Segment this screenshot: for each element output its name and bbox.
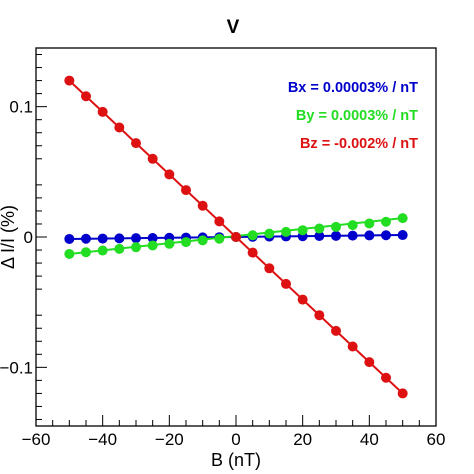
data-point [97,106,108,117]
data-point [247,230,258,241]
data-point [397,388,408,399]
data-point [314,231,325,242]
data-point [281,278,291,289]
axis-ticks [35,54,437,426]
data-point [81,91,91,102]
data-point [381,216,391,227]
data-point [347,230,358,241]
data-point [164,238,175,249]
data-point [147,232,158,243]
data-point [247,247,258,258]
x-tick-label: 0 [231,430,240,449]
data-point [97,233,108,244]
x-tick-label: 20 [293,430,312,449]
series-1 [64,213,408,259]
data-point [381,372,391,383]
data-point [131,233,141,244]
data-point [97,245,108,256]
x-tick-label: 60 [427,430,446,449]
x-tick-label: −20 [155,430,184,449]
data-point [331,221,341,232]
x-tick-label: −40 [88,430,117,449]
data-point [264,263,275,274]
data-point [297,294,308,305]
data-point [347,341,358,352]
data-point [197,235,208,246]
series-2 [64,75,408,399]
data-point [364,357,375,368]
data-point [347,220,358,231]
data-point [397,213,408,224]
data-point [64,233,75,244]
data-point [114,243,125,254]
legend-entry: By = 0.0003% / nT [296,108,418,124]
data-point [331,230,341,241]
data-point [364,230,375,241]
data-point [214,216,225,227]
data-point [64,248,75,259]
data-point [297,225,308,236]
data-point [131,138,141,149]
data-point [231,232,241,242]
data-point [381,230,391,241]
data-point [81,233,91,244]
data-point [264,228,275,239]
data-point [164,169,175,180]
data-point [314,223,325,234]
y-tick-label: 0 [24,228,33,247]
y-axis-label: Δ I/I (%) [0,205,18,269]
data-point [197,200,208,211]
data-point [131,242,141,253]
y-tick-label: 0.1 [9,98,33,117]
data-point [114,122,125,133]
series-layer [64,75,408,399]
axis-tick-labels: −60 −40 −20 0 20 40 60 0.1 0 −0.1 [0,98,445,449]
data-point [181,237,191,248]
legend-entry: Bz = -0.002% / nT [300,136,418,152]
data-point [147,240,158,251]
legend: Bx = 0.00003% / nT By = 0.0003% / nT Bz = … [288,80,418,152]
chart-title: V [227,17,240,38]
x-axis-label: B (nT) [211,450,261,470]
data-point [181,185,191,196]
data-point [314,310,325,321]
data-point [147,153,158,164]
legend-entry: Bx = 0.00003% / nT [288,80,418,96]
data-point [397,230,408,241]
data-point [331,325,341,336]
data-point [114,233,125,244]
data-point [81,247,91,258]
x-tick-label: −60 [22,430,51,449]
y-tick-label: −0.1 [0,358,33,377]
data-point [281,226,291,237]
data-point [64,75,75,86]
data-point [364,218,375,229]
x-tick-label: 40 [360,430,379,449]
data-point [214,233,225,244]
